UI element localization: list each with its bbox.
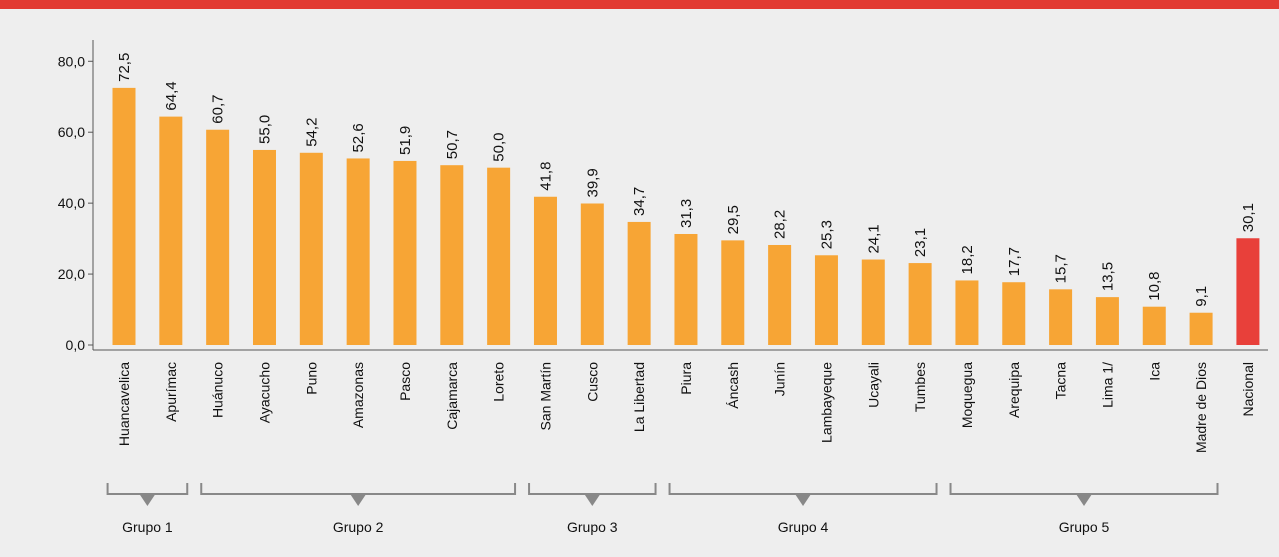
group-label: Grupo 2 xyxy=(333,519,384,535)
x-tick-label: Puno xyxy=(303,362,319,395)
bar xyxy=(252,149,276,345)
bar xyxy=(1142,306,1166,345)
value-label: 54,2 xyxy=(303,118,320,147)
bar xyxy=(674,233,698,345)
bar xyxy=(299,152,323,345)
value-label: 30,1 xyxy=(1240,203,1257,232)
x-tick-label: Moquegua xyxy=(959,362,975,428)
x-tick-label: Madre de Dios xyxy=(1193,362,1209,453)
y-tick-label: 60,0 xyxy=(58,124,85,140)
x-tick-label: Ayacucho xyxy=(256,362,272,423)
bar xyxy=(206,129,230,345)
bar xyxy=(580,203,604,345)
value-label: 9,1 xyxy=(1193,286,1210,307)
value-label: 34,7 xyxy=(631,187,648,216)
bar xyxy=(487,167,511,345)
value-label: 13,5 xyxy=(1099,262,1116,291)
value-label: 17,7 xyxy=(1006,247,1023,276)
bar xyxy=(768,244,792,345)
x-tick-label: Arequipa xyxy=(1006,362,1022,418)
x-tick-label: Cusco xyxy=(584,362,600,402)
bar xyxy=(908,263,932,345)
y-tick-label: 80,0 xyxy=(58,53,85,69)
bar xyxy=(1236,238,1260,345)
bar xyxy=(1002,282,1026,345)
value-label: 15,7 xyxy=(1053,254,1070,283)
x-tick-label: Nacional xyxy=(1240,362,1256,416)
bar xyxy=(112,87,136,346)
bar xyxy=(393,160,417,345)
x-tick-label: La Libertad xyxy=(631,362,647,432)
x-tick-label: Apurímac xyxy=(163,362,179,422)
value-label: 51,9 xyxy=(397,126,414,155)
group-label: Grupo 1 xyxy=(122,519,173,535)
group-arrow xyxy=(350,494,367,506)
bar xyxy=(1189,312,1213,345)
top-band xyxy=(0,0,1279,9)
bar xyxy=(814,255,838,345)
value-label: 50,7 xyxy=(444,130,461,159)
group-label: Grupo 4 xyxy=(778,519,829,535)
bar xyxy=(1095,297,1119,345)
x-tick-label: Ica xyxy=(1146,362,1162,381)
value-label: 41,8 xyxy=(537,162,554,191)
x-tick-label: Amazonas xyxy=(350,362,366,428)
x-tick-label: San Martín xyxy=(537,362,553,430)
value-label: 52,6 xyxy=(350,123,367,152)
group-arrow xyxy=(139,494,156,506)
bar xyxy=(861,259,885,345)
value-label: 25,3 xyxy=(818,220,835,249)
x-tick-label: Cajamarca xyxy=(444,362,460,430)
x-tick-label: Junín xyxy=(772,362,788,396)
bar xyxy=(955,280,979,345)
bar xyxy=(1049,289,1073,345)
value-label: 55,0 xyxy=(256,115,273,144)
value-label: 24,1 xyxy=(865,224,882,253)
bar xyxy=(346,158,370,345)
bar xyxy=(721,240,745,345)
value-label: 64,4 xyxy=(163,81,180,110)
x-tick-label: Tumbes xyxy=(912,362,928,412)
value-label: 18,2 xyxy=(959,245,976,274)
x-tick-label: Lambayeque xyxy=(818,362,834,443)
value-label: 39,9 xyxy=(584,168,601,197)
value-label: 60,7 xyxy=(210,95,227,124)
x-tick-label: Lima 1/ xyxy=(1099,362,1115,408)
y-tick-label: 0,0 xyxy=(66,337,86,353)
value-label: 31,3 xyxy=(678,199,695,228)
group-label: Grupo 3 xyxy=(567,519,618,535)
bar xyxy=(159,116,183,346)
x-tick-label: Pasco xyxy=(397,362,413,401)
bar xyxy=(627,221,651,345)
bar xyxy=(533,196,557,345)
y-tick-label: 40,0 xyxy=(58,195,85,211)
value-label: 50,0 xyxy=(491,132,508,161)
group-label: Grupo 5 xyxy=(1059,519,1110,535)
group-arrow xyxy=(584,494,601,506)
group-arrow xyxy=(1076,494,1093,506)
group-arrow xyxy=(795,494,812,506)
x-tick-label: Huancavelica xyxy=(116,362,132,446)
x-tick-label: Ucayali xyxy=(865,362,881,408)
value-label: 10,8 xyxy=(1146,271,1163,300)
value-label: 72,5 xyxy=(116,53,133,82)
value-label: 23,1 xyxy=(912,228,929,257)
x-tick-label: Loreto xyxy=(491,362,507,402)
bar xyxy=(440,165,464,345)
x-tick-label: Tacna xyxy=(1053,362,1069,400)
x-tick-label: Áncash xyxy=(725,362,741,409)
x-tick-label: Piura xyxy=(678,362,694,395)
y-tick-label: 20,0 xyxy=(58,266,85,282)
value-label: 29,5 xyxy=(725,205,742,234)
x-tick-label: Huánuco xyxy=(210,362,226,418)
value-label: 28,2 xyxy=(772,210,789,239)
